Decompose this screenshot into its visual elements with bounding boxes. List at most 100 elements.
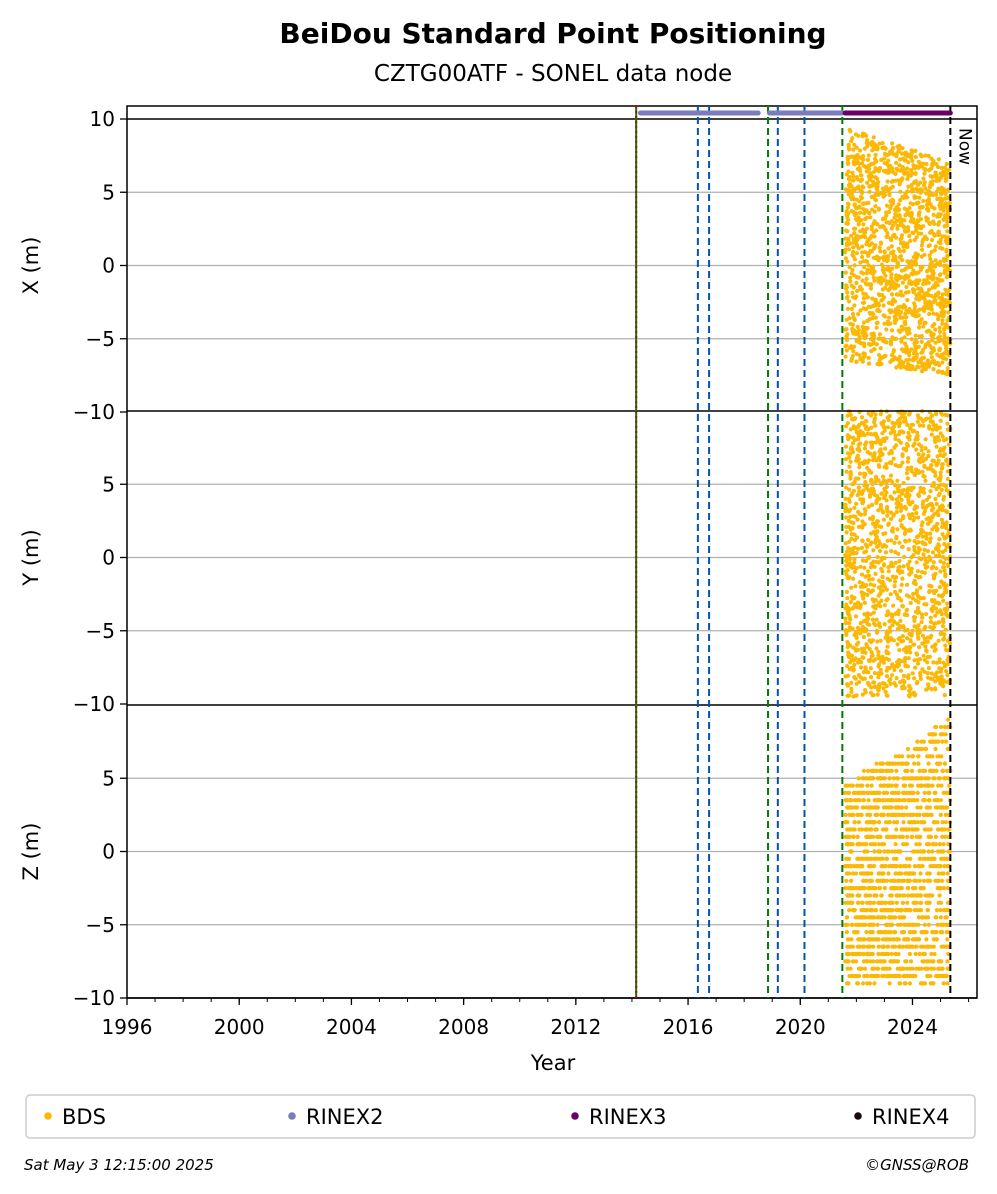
- bds-point: [896, 611, 901, 617]
- bds-point: [936, 222, 941, 227]
- bds-point: [900, 280, 906, 285]
- bds-point: [904, 494, 909, 499]
- bds-point: [880, 579, 885, 585]
- bds-point: [848, 129, 853, 134]
- bds-point: [854, 566, 859, 571]
- bds-point: [919, 527, 924, 532]
- bds-point: [933, 192, 939, 198]
- bds-point: [881, 216, 886, 221]
- bds-point: [858, 260, 863, 265]
- bds-point: [856, 524, 862, 530]
- bds-point: [915, 739, 920, 744]
- bds-point: [899, 336, 904, 342]
- bds-point: [945, 254, 950, 259]
- bds-point: [915, 469, 920, 474]
- bds-point: [868, 413, 874, 418]
- bds-point: [850, 563, 855, 569]
- bds-point: [898, 315, 903, 320]
- bds-point: [899, 598, 904, 603]
- x-tick-label: 2016: [663, 1015, 714, 1039]
- bds-point: [892, 812, 897, 818]
- bds-point: [879, 524, 884, 529]
- bds-point: [942, 445, 947, 450]
- bds-point: [852, 569, 858, 574]
- bds-point: [912, 544, 917, 549]
- bds-point: [882, 249, 887, 254]
- bds-point: [851, 488, 857, 493]
- x-tick-label: 2020: [775, 1015, 826, 1039]
- bds-point: [890, 673, 895, 678]
- bds-point: [865, 267, 870, 272]
- bds-point: [888, 629, 893, 634]
- bds-point: [946, 212, 951, 217]
- bds-point: [870, 316, 875, 321]
- bds-point: [901, 776, 906, 781]
- bds-point: [849, 937, 854, 942]
- bds-point: [899, 908, 904, 913]
- bds-point: [947, 200, 952, 206]
- bds-point: [937, 553, 942, 558]
- bds-point: [897, 915, 902, 920]
- bds-point: [883, 550, 889, 555]
- bds-point: [927, 732, 932, 737]
- bds-point: [935, 369, 941, 375]
- bds-point: [864, 670, 870, 675]
- bds-point: [901, 893, 906, 898]
- bds-point: [876, 842, 882, 847]
- bds-point: [927, 311, 932, 317]
- bds-point: [876, 649, 881, 655]
- bds-point: [942, 188, 947, 193]
- bds-point: [905, 176, 910, 182]
- bds-point: [845, 664, 850, 669]
- bds-point: [902, 973, 908, 979]
- bds-point: [866, 458, 872, 463]
- bds-point: [852, 545, 857, 550]
- bds-point: [898, 289, 903, 294]
- bds-point: [894, 827, 899, 832]
- bds-point: [844, 589, 850, 595]
- bds-point: [931, 311, 936, 316]
- chart-subtitle: CZTG00ATF - SONEL data node: [374, 61, 732, 87]
- bds-point: [852, 557, 857, 562]
- bds-point: [892, 314, 897, 319]
- bds-point: [926, 189, 931, 194]
- bds-point: [947, 827, 952, 832]
- bds-point: [938, 608, 943, 613]
- bds-point: [892, 667, 897, 673]
- bds-point: [856, 215, 861, 220]
- bds-point: [889, 226, 894, 231]
- bds-point: [896, 596, 901, 601]
- bds-point: [870, 491, 875, 496]
- bds-point: [907, 538, 912, 543]
- bds-point: [913, 333, 918, 338]
- bds-point: [915, 606, 921, 611]
- bds-point: [936, 871, 941, 876]
- bds-point: [917, 321, 923, 326]
- bds-points-z: [843, 717, 953, 986]
- bds-point: [910, 893, 915, 898]
- bds-point: [867, 573, 872, 578]
- bds-point: [935, 922, 940, 927]
- y-tick-label-x: 0: [102, 254, 115, 278]
- bds-point: [891, 603, 896, 608]
- bds-point: [915, 679, 920, 685]
- bds-point: [909, 692, 914, 697]
- bds-point: [860, 278, 865, 283]
- bds-point: [877, 293, 882, 298]
- bds-point: [936, 675, 941, 680]
- bds-point: [894, 864, 899, 869]
- bds-point: [906, 673, 911, 678]
- bds-point: [889, 244, 894, 249]
- bds-point: [866, 537, 871, 543]
- bds-point: [846, 437, 851, 442]
- bds-point: [894, 893, 899, 898]
- bds-point: [866, 886, 871, 891]
- legend-marker-bds: [44, 1112, 52, 1120]
- bds-point: [936, 542, 941, 547]
- bds-point: [856, 328, 861, 333]
- bds-point: [904, 284, 909, 290]
- bds-point: [845, 805, 850, 810]
- bds-point: [885, 834, 890, 840]
- bds-point: [886, 565, 891, 570]
- bds-point: [936, 513, 941, 518]
